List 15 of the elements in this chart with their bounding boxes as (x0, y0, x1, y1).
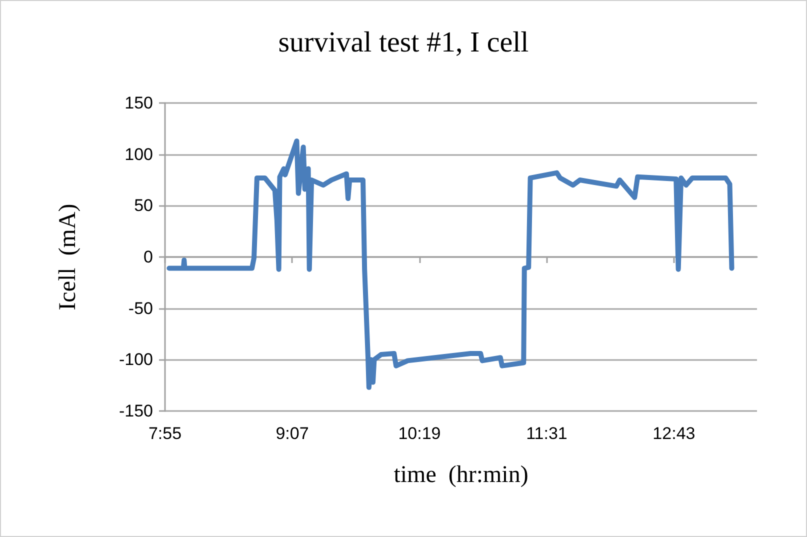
y-tick-label: 100 (124, 144, 153, 164)
y-axis-title: Icell (mA) (55, 204, 81, 310)
x-tick-label: 9:07 (276, 424, 309, 443)
y-tick-label: -50 (128, 298, 153, 318)
x-tick-label: 10:19 (398, 424, 441, 443)
chart-title: survival test #1, I cell (278, 26, 529, 58)
y-tick-label: 150 (124, 94, 153, 112)
y-tick-label: 50 (134, 196, 153, 216)
x-tick-label: 12:43 (652, 424, 696, 443)
y-tick-label: -150 (118, 402, 153, 420)
x-tick-label: 7:55 (148, 424, 182, 443)
y-tick-label: 0 (144, 248, 153, 266)
x-axis-title: time (hr:min) (394, 462, 528, 488)
y-tick-label: -100 (118, 350, 153, 370)
x-tick-label: 11:31 (526, 424, 568, 443)
